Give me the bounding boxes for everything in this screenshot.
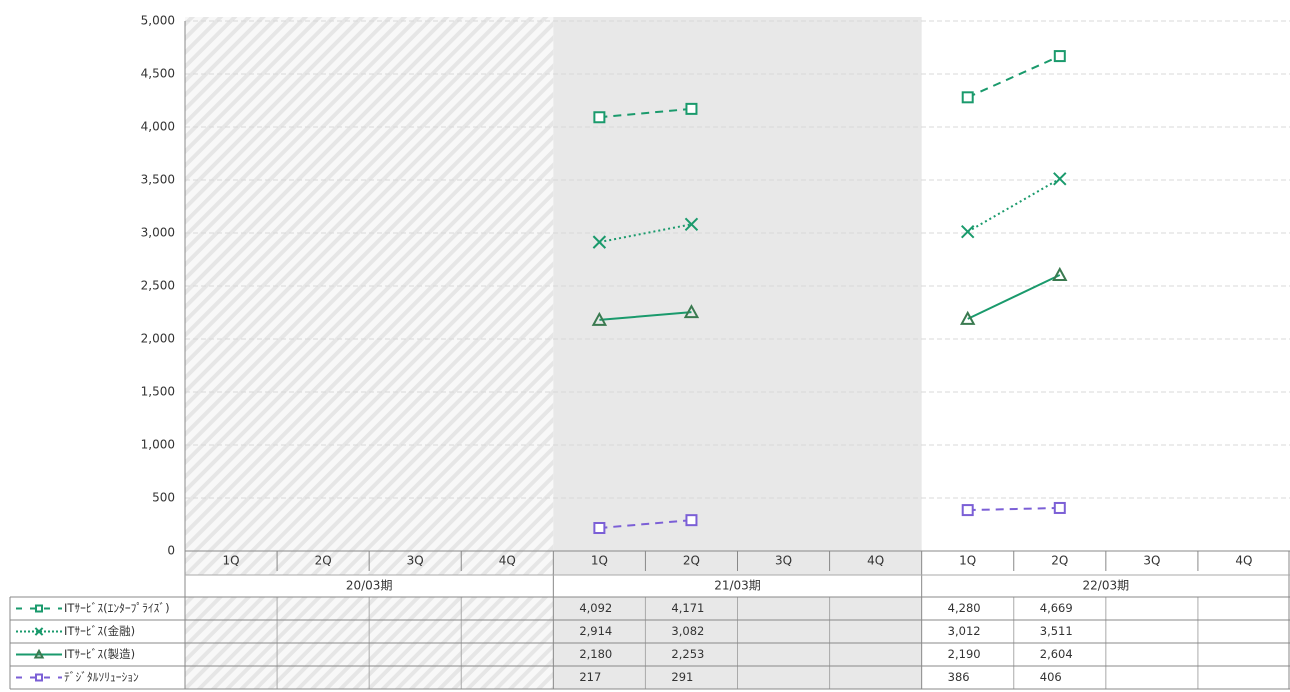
table-cell: 4,280 [948,601,981,615]
y-tick-label: 2,500 [141,279,175,293]
table-cell: 3,012 [948,624,981,638]
marker [593,521,606,534]
marker [1053,50,1066,63]
legend-label: ITｻｰﾋﾞｽ(金融) [64,624,135,638]
legend-label: ITｻｰﾋﾞｽ(ｴﾝﾀｰﾌﾟﾗｲｽﾞ) [64,601,170,615]
x-tick-label: 4Q [867,554,884,568]
marker [684,217,699,232]
marker [1052,266,1068,281]
series-line [599,506,1060,529]
y-tick-label: 3,500 [141,173,175,187]
table-cell: 4,092 [579,601,612,615]
table-cell: 406 [1040,670,1062,684]
group-label: 21/03期 [714,579,761,593]
table-cell: 2,604 [1040,647,1073,661]
group-background [553,17,922,575]
group-background [185,17,554,575]
x-tick-label: 3Q [775,554,792,568]
x-tick-label: 4Q [1235,554,1252,568]
y-tick-label: 0 [167,544,175,558]
table-cell: 2,253 [671,647,704,661]
x-tick-label: 3Q [407,554,424,568]
table-cell: 3,082 [671,624,704,638]
marker [1053,172,1067,186]
y-tick-label: 2,000 [141,332,175,346]
x-tick-label: 2Q [315,554,332,568]
table-cell: 217 [579,670,601,684]
table-cell: 3,511 [1040,624,1073,638]
marker [961,225,975,239]
marker [961,91,974,104]
table-cell: 2,914 [579,624,612,638]
table-cell: 2,190 [948,647,981,661]
table-cell: 291 [671,670,693,684]
series-line [599,177,1061,244]
legend-marker [34,627,44,636]
y-tick-label: 5,000 [141,14,175,28]
marker [592,235,607,249]
marker [1053,501,1066,514]
legend-label: ITｻｰﾋﾞｽ(製造) [64,647,135,661]
y-tick-label: 1,000 [141,438,175,452]
y-tick-label: 4,000 [141,120,175,134]
legend-marker [35,673,43,682]
y-tick-label: 4,500 [141,67,175,81]
x-tick-label: 4Q [499,554,516,568]
legend-marker [35,604,43,613]
table-cell: 4,171 [671,601,704,615]
y-tick-label: 1,500 [141,385,175,399]
table-cell: 4,669 [1040,601,1073,615]
series-line [599,55,1061,119]
series-line [599,274,1061,321]
x-tick-label: 1Q [222,554,239,568]
y-tick-label: 3,000 [141,226,175,240]
table-cell: 2,180 [579,647,612,661]
x-tick-label: 2Q [1051,554,1068,568]
marker [961,504,974,517]
y-tick-label: 500 [152,491,175,505]
legend-label: ﾃﾞｼﾞﾀﾙｿﾘｭｰｼｮﾝ [64,670,139,684]
group-label: 22/03期 [1083,579,1130,593]
marker [960,310,976,325]
group-label: 20/03期 [346,579,393,593]
legend-marker [33,648,45,659]
marker [591,311,608,326]
marker [683,304,700,319]
x-tick-label: 1Q [591,554,608,568]
marker [685,102,698,115]
table-cell: 386 [948,670,970,684]
marker [593,111,606,124]
x-tick-label: 1Q [959,554,976,568]
x-tick-label: 2Q [683,554,700,568]
x-tick-label: 3Q [1143,554,1160,568]
marker [685,514,698,527]
